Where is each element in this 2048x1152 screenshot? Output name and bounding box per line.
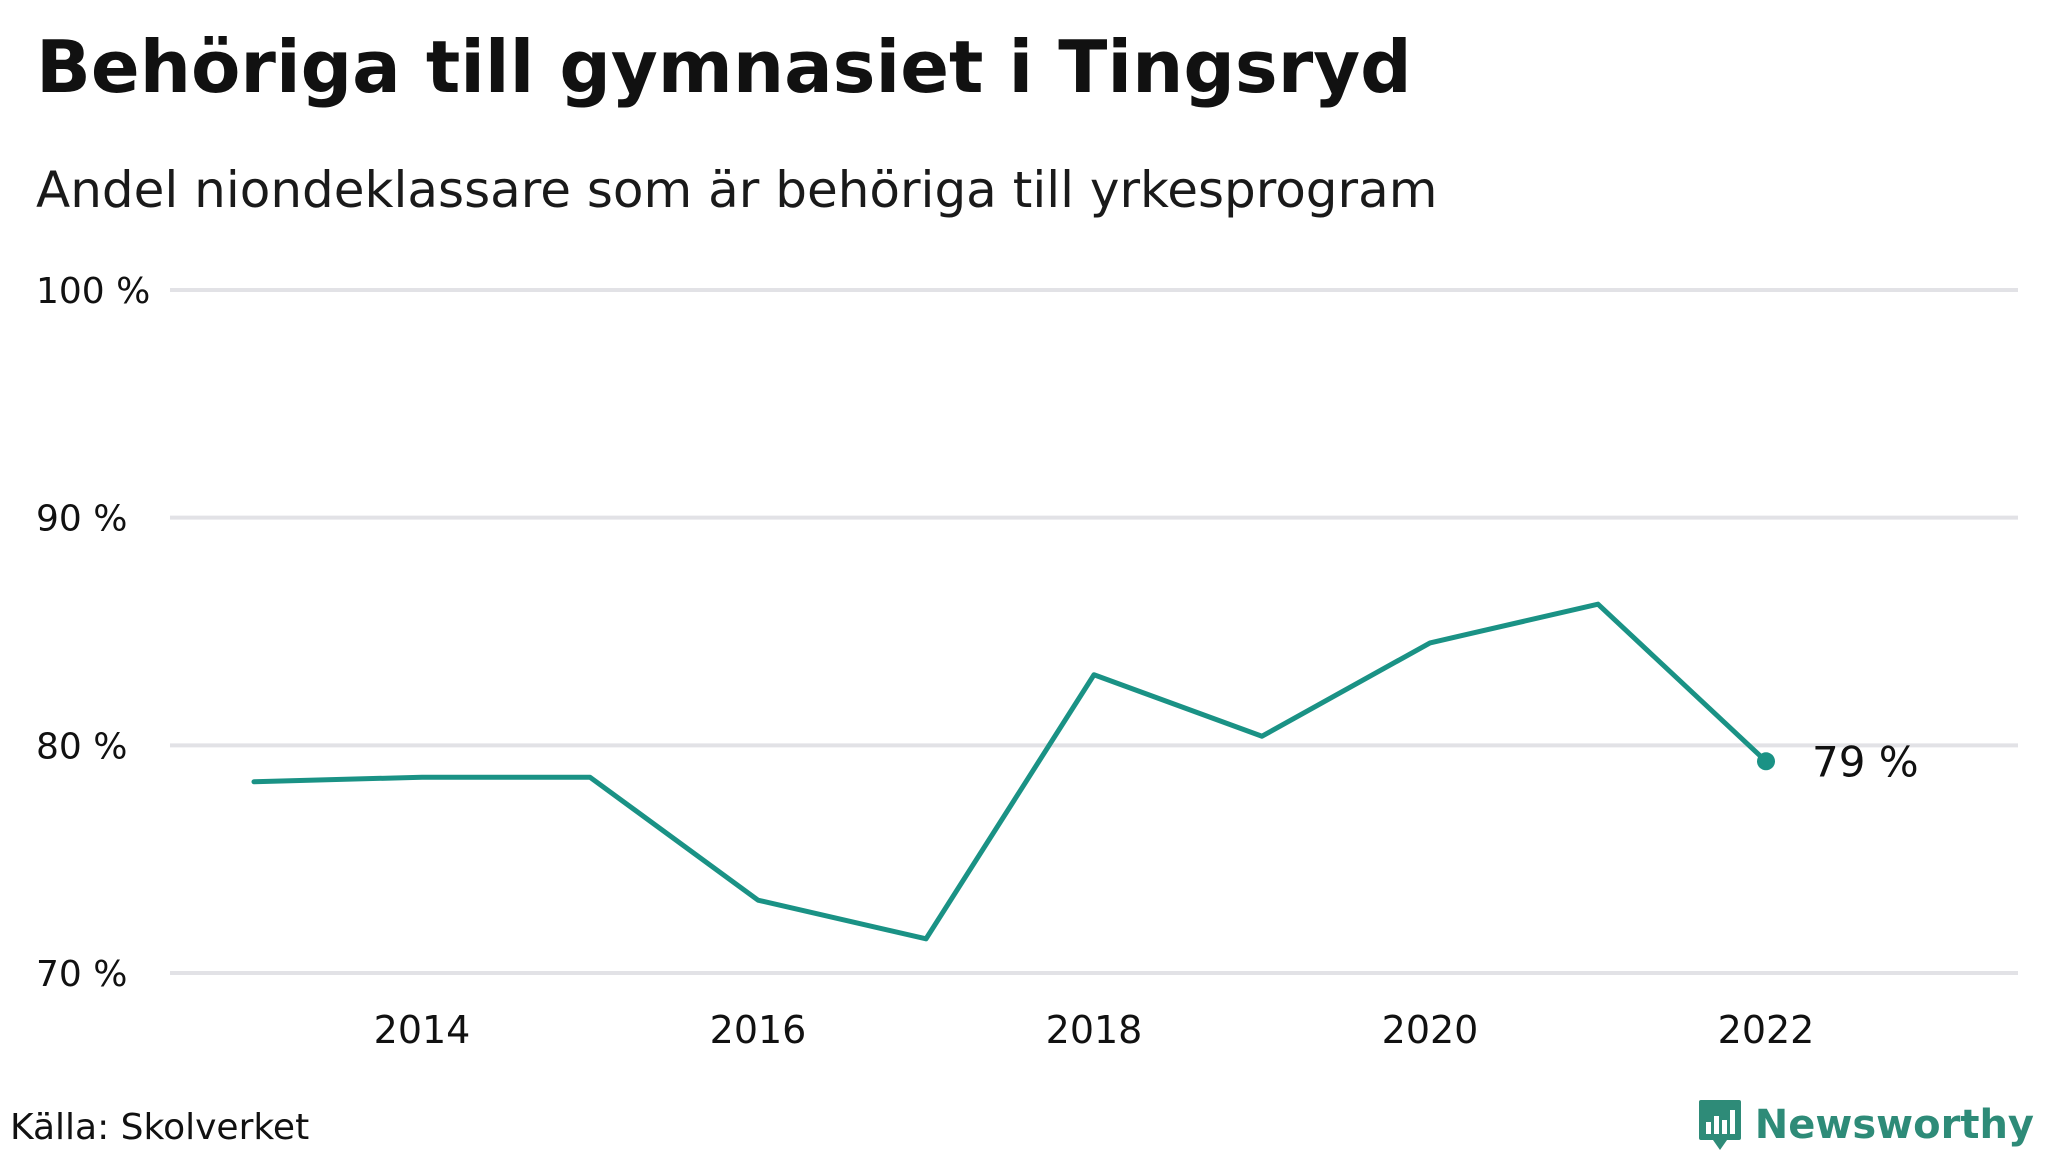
- newsworthy-icon: [1698, 1100, 1741, 1150]
- chart-title: Behöriga till gymnasiet i Tingsryd: [36, 25, 1412, 109]
- y-axis-labels: 70 % 80 % 90 % 100 %: [36, 271, 150, 995]
- data-labels: 79 %: [1812, 737, 1919, 786]
- x-tick-label: 2020: [1382, 1008, 1479, 1052]
- x-tick-label: 2022: [1718, 1008, 1815, 1052]
- series-group: [251, 601, 1775, 942]
- brand-logo[interactable]: Newsworthy: [1697, 1098, 2034, 1152]
- chart-subtitle: Andel niondeklassare som är behöriga til…: [36, 161, 1438, 219]
- y-tick-label: 100 %: [36, 271, 150, 312]
- x-tick-label: 2014: [374, 1008, 471, 1052]
- end-point-marker: [1757, 752, 1775, 771]
- series-line: [251, 601, 1769, 942]
- y-tick-label: 90 %: [36, 499, 127, 540]
- brand-name: Newsworthy: [1754, 1102, 2034, 1148]
- x-axis-labels: 2014 2016 2018 2020 2022: [374, 1008, 1815, 1052]
- x-tick-label: 2016: [710, 1008, 807, 1052]
- y-tick-label: 80 %: [36, 726, 127, 767]
- x-tick-label: 2018: [1046, 1008, 1143, 1052]
- source-note: Källa: Skolverket: [10, 1107, 310, 1148]
- y-tick-label: 70 %: [36, 954, 127, 995]
- grid-lines: [170, 288, 2018, 975]
- end-value-label: 79 %: [1812, 737, 1919, 786]
- line-chart: 70 % 80 % 90 % 100 % 2014 2016 2018 2020 2022 7…: [36, 271, 2018, 1052]
